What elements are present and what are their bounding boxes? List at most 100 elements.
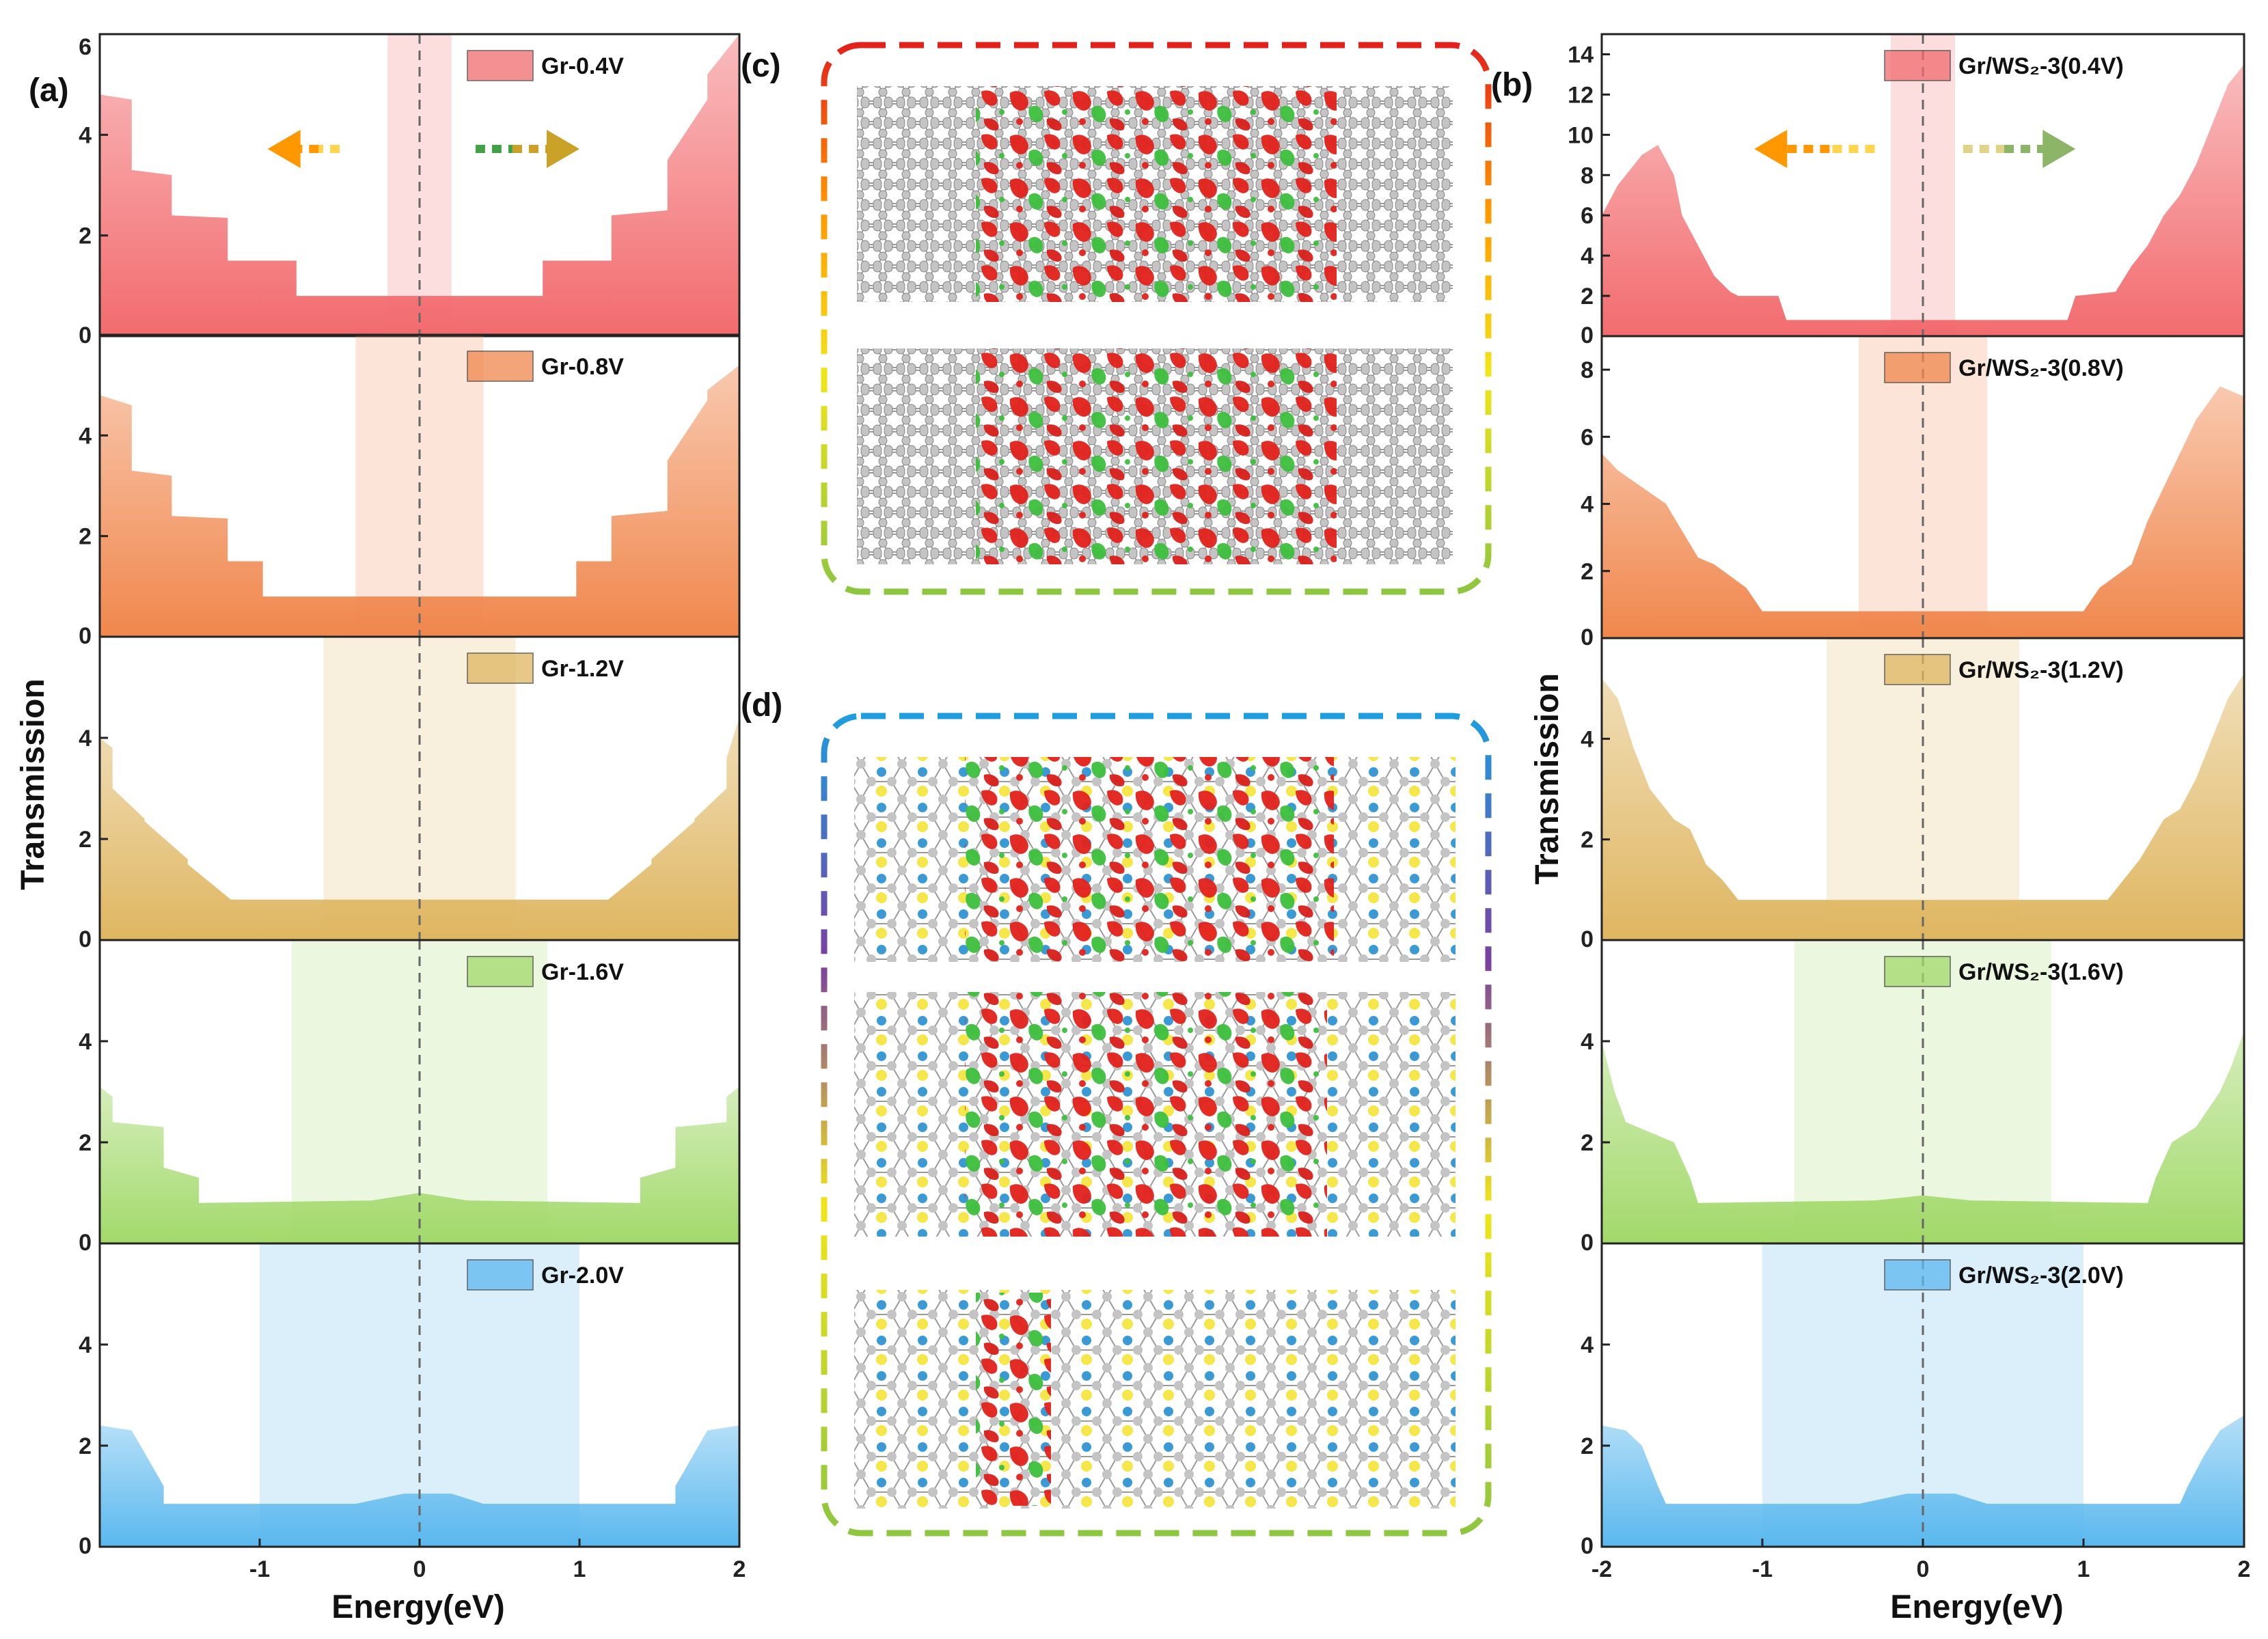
- panel-d-isosurface-2: [965, 992, 1327, 1237]
- chart-b-right-arrow: [1963, 130, 2076, 168]
- chart-b-panel-4: 0 2 4 Gr/WS₂-3(1.6V): [1581, 939, 2245, 1256]
- chart-b-ytick-label-1-3: 4: [1581, 243, 1594, 269]
- chart-a-stack: 0 2 4 6 Gr-0.4V 0 2 4 Gr-0.8V 0 2 4 Gr-1.2V 0 2 4 Gr-1.6…: [79, 33, 746, 1582]
- chart-a-ytick-label-1-4: 6: [79, 34, 92, 60]
- chart-a-transmission-area-5: [100, 1425, 739, 1547]
- chart-a-left-arrow: [267, 130, 340, 168]
- panel-c-isosurface-top: [976, 86, 1337, 302]
- chart-a-ytick-label-2-3: 4: [79, 423, 92, 449]
- chart-b-legend-label-3: Gr/WS₂-3(1.2V): [1958, 657, 2124, 683]
- chart-b-legend-label-1: Gr/WS₂-3(0.4V): [1958, 53, 2124, 79]
- chart-a-ytick-label-3-2: 2: [79, 827, 92, 853]
- panel-d-structure-3: [854, 1290, 1456, 1509]
- panel-d-isosurface-3: [976, 1293, 1051, 1506]
- chart-a-ytick-label-2-1: 0: [79, 623, 92, 649]
- chart-a-legend-label-3: Gr-1.2V: [541, 656, 624, 682]
- panel-tag-c: (c): [741, 48, 781, 84]
- xlabel-a: Energy(eV): [331, 1589, 504, 1625]
- chart-b-panel-2: 0 2 4 6 8 Gr/WS₂-3(0.8V): [1581, 335, 2245, 650]
- chart-b-ytick-label-3-3: 4: [1581, 726, 1594, 752]
- chart-b-transmission-area-3: [1602, 673, 2244, 940]
- chart-a-legend-label-1: Gr-0.4V: [541, 53, 624, 79]
- chart-a-ytick-label-4-1: 0: [79, 1230, 92, 1256]
- panel-d-isosurface-1: [965, 757, 1334, 962]
- chart-a-legend-label-2: Gr-0.8V: [541, 354, 624, 380]
- chart-b-ytick-label-5-2: 2: [1581, 1433, 1594, 1459]
- panel-tag-a: (a): [29, 72, 69, 109]
- chart-a-xtick-label-1: -1: [249, 1556, 270, 1582]
- chart-b-left-arrow: [1754, 130, 1875, 168]
- chart-a-panel-2: 0 2 4 Gr-0.8V: [79, 333, 741, 649]
- chart-a-transmission-area-4: [100, 1086, 739, 1243]
- chart-a-panel-4: 0 2 4 Gr-1.6V: [79, 939, 741, 1256]
- chart-a-ytick-label-1-3: 4: [79, 122, 92, 148]
- chart-b-ytick-label-5-3: 4: [1581, 1332, 1594, 1358]
- panel-c-isosurface-bottom: [976, 348, 1337, 564]
- chart-a-ytick-label-3-1: 0: [79, 926, 92, 952]
- chart-b-legend-swatch-1: [1884, 50, 1951, 81]
- chart-b-ytick-label-1-8: 14: [1568, 42, 1594, 68]
- chart-b-xtick-label-1: -2: [1591, 1556, 1612, 1582]
- chart-b-xtick-label-4: 1: [2077, 1556, 2090, 1582]
- chart-a-ytick-label-1-1: 0: [79, 322, 92, 348]
- panel-tag-b: (b): [1491, 67, 1533, 103]
- chart-b-xtick-label-2: -1: [1752, 1556, 1773, 1582]
- chart-a-transmission-area-3: [100, 717, 739, 940]
- chart-a-xtick-label-4: 2: [733, 1556, 746, 1582]
- chart-a-ytick-label-1-2: 2: [79, 223, 92, 249]
- chart-a-ytick-label-4-3: 4: [79, 1029, 92, 1055]
- chart-a-ytick-label-2-2: 2: [79, 524, 92, 550]
- chart-a-ytick-label-3-3: 4: [79, 726, 92, 752]
- chart-b-ytick-label-3-1: 0: [1581, 926, 1594, 952]
- xlabel-b: Energy(eV): [1890, 1589, 2063, 1625]
- chart-b-ytick-label-2-3: 4: [1581, 492, 1594, 518]
- chart-a-transmission-area-1: [100, 34, 739, 336]
- chart-b-ytick-label-5-1: 0: [1581, 1533, 1594, 1559]
- chart-a-legend-swatch-2: [467, 350, 534, 382]
- chart-b-transmission-area-4: [1602, 1031, 2244, 1243]
- chart-b-ytick-label-1-2: 2: [1581, 284, 1594, 309]
- chart-a-legend-label-5: Gr-2.0V: [541, 1263, 624, 1289]
- panel-c-illustration: [821, 42, 1492, 595]
- chart-b-panel-1: 0 2 4 6 8 10 12 14 Gr/WS₂-3(0.4V): [1568, 33, 2245, 348]
- chart-b-legend-label-5: Gr/WS₂-3(2.0V): [1958, 1263, 2124, 1289]
- chart-b-ytick-label-2-1: 0: [1581, 624, 1594, 650]
- chart-b-legend-swatch-4: [1884, 956, 1951, 987]
- panel-c-frame: [821, 42, 1492, 595]
- chart-b-ytick-label-1-1: 0: [1581, 322, 1594, 348]
- chart-b-legend-label-4: Gr/WS₂-3(1.6V): [1958, 959, 2124, 985]
- chart-b-ytick-label-4-1: 0: [1581, 1230, 1594, 1256]
- chart-a-ytick-label-5-2: 2: [79, 1433, 92, 1459]
- chart-b-legend-label-2: Gr/WS₂-3(0.8V): [1958, 355, 2124, 381]
- chart-b-legend-swatch-5: [1884, 1259, 1951, 1291]
- chart-a-legend-swatch-1: [467, 50, 534, 81]
- chart-a-panel-1: 0 2 4 6 Gr-0.4V: [79, 33, 741, 348]
- chart-a-legend-swatch-4: [467, 956, 534, 987]
- chart-b-ytick-label-1-7: 12: [1568, 82, 1594, 108]
- chart-a-panel-3: 0 2 4 Gr-1.2V: [79, 635, 741, 952]
- ylabel-a: Transmission: [15, 678, 51, 890]
- chart-b-legend-swatch-3: [1884, 654, 1951, 685]
- chart-a-xtick-label-3: 1: [573, 1556, 586, 1582]
- panel-d-illustration: [821, 713, 1492, 1537]
- chart-b-transmission-area-5: [1602, 1415, 2244, 1547]
- chart-b-ytick-label-1-4: 6: [1581, 203, 1594, 229]
- chart-b-ytick-label-4-2: 2: [1581, 1130, 1594, 1156]
- chart-a-transmission-area-2: [100, 365, 739, 637]
- chart-b-ytick-label-3-2: 2: [1581, 827, 1594, 853]
- chart-b-panel-5: 0 2 4 Gr/WS₂-3(2.0V): [1581, 1242, 2245, 1559]
- chart-b-ytick-label-2-4: 6: [1581, 424, 1594, 450]
- chart-b-ytick-label-2-2: 2: [1581, 559, 1594, 585]
- chart-b-panel-3: 0 2 4 Gr/WS₂-3(1.2V): [1581, 637, 2245, 952]
- panel-tag-d: (d): [741, 687, 782, 724]
- chart-a-ytick-label-4-2: 2: [79, 1130, 92, 1156]
- chart-a-right-arrow: [475, 130, 579, 168]
- chart-b-xtick-label-5: 2: [2238, 1556, 2251, 1582]
- chart-a-legend-swatch-5: [467, 1259, 534, 1291]
- chart-b-transmission-area-2: [1602, 386, 2244, 638]
- chart-b-xtick-label-3: 0: [1917, 1556, 1930, 1582]
- chart-a-panel-5: 0 2 4 Gr-2.0V: [79, 1242, 741, 1559]
- chart-a-legend-label-4: Gr-1.6V: [541, 959, 624, 985]
